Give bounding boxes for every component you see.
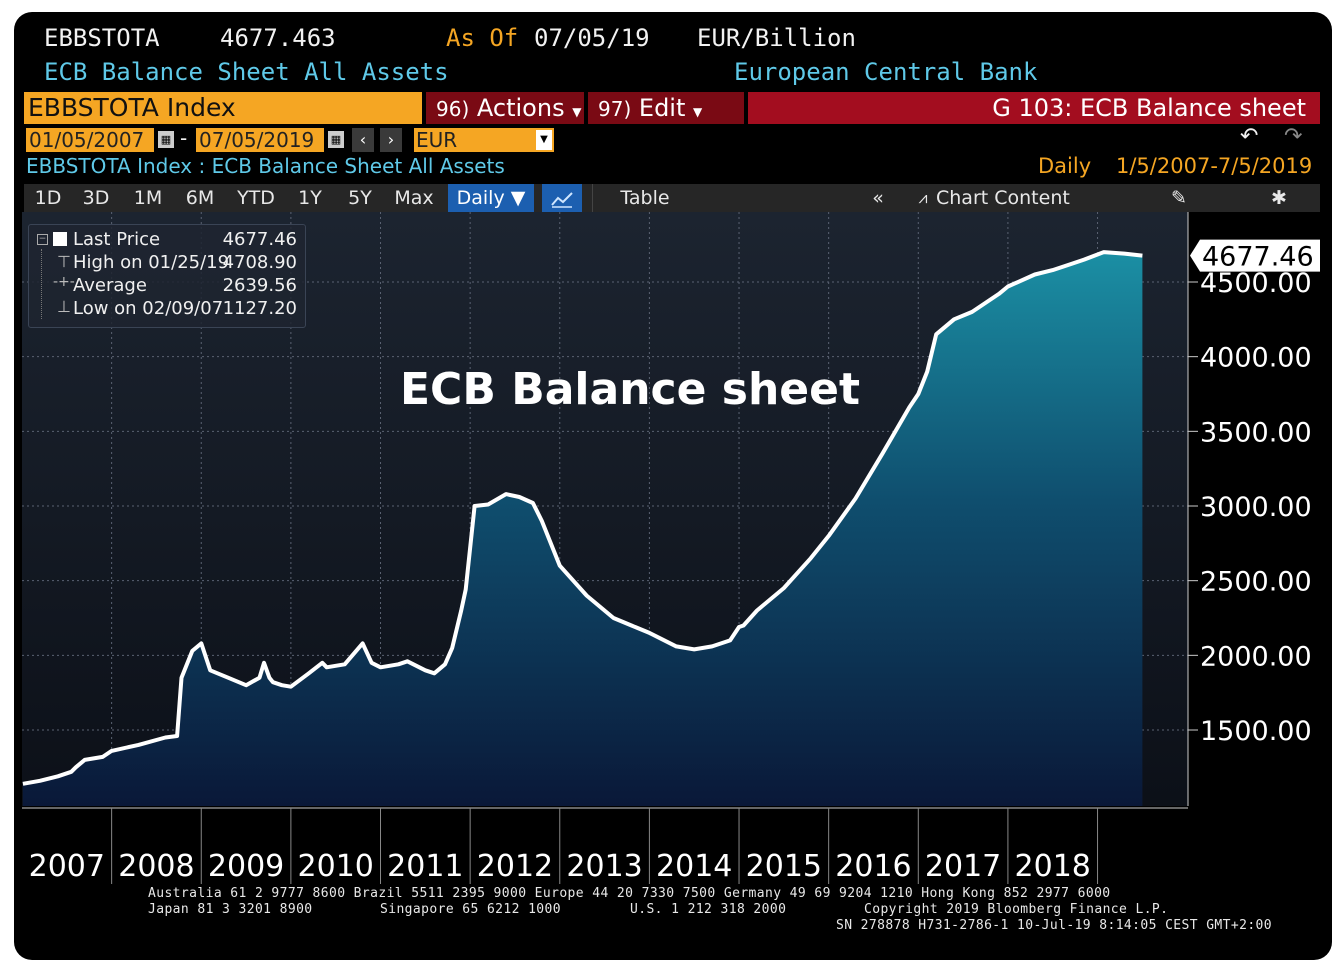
footer-copyright: Copyright 2019 Bloomberg Finance L.P. [864,902,1169,917]
series-description: ECB Balance Sheet All Assets [44,58,449,86]
x-tick-label: 2013 [566,849,642,884]
footer-contacts-us: U.S. 1 212 318 2000 [630,902,787,917]
command-bar: EBBSTOTA Index 96) Actions ▼ 97) Edit ▼ … [24,92,1320,124]
actions-label: Actions [476,94,565,122]
period-max-button[interactable]: Max [394,187,434,209]
chart-content-button[interactable]: Chart Content [936,187,1070,209]
footer-contacts-singapore: Singapore 65 6212 1000 [380,902,561,917]
start-date-field[interactable]: 01/05/2007 [26,128,154,152]
collapse-icon[interactable]: − [37,234,48,245]
average-marker-icon: -+- [53,274,75,290]
calendar-icon[interactable]: ▦ [328,131,344,148]
edit-label: Edit [638,94,686,122]
chart-subtitle: EBBSTOTA Index : ECB Balance Sheet All A… [26,154,505,178]
legend-label: Low on 02/09/07 [73,298,224,319]
collapse-left-icon[interactable]: « [872,187,884,209]
legend-value: 4677.46 [222,229,297,250]
date-separator: - [180,126,188,150]
period-3d-button[interactable]: 3D [82,187,110,209]
end-date-field[interactable]: 07/05/2019 [196,128,324,152]
y-tick-label: 3000.00 [1200,492,1312,523]
period-1m-button[interactable]: 1M [133,187,163,209]
line-chart-icon[interactable] [542,184,582,212]
x-tick-label: 2008 [118,849,194,884]
date-range-label: 1/5/2007-7/5/2019 [1116,154,1313,178]
footer-serial: SN 278878 H731-2786-1 10-Jul-19 8:14:05 … [836,918,1273,933]
source-label: European Central Bank [734,58,1038,86]
security-field[interactable]: EBBSTOTA Index [24,92,422,124]
y-tick-label: 2000.00 [1200,641,1312,672]
footer-contacts-line1: Australia 61 2 9777 8600 Brazil 5511 239… [148,886,1111,901]
as-of-date: 07/05/19 [534,24,650,52]
x-tick-label: 2011 [387,849,463,884]
x-tick-label: 2015 [746,849,822,884]
legend-connector [41,249,43,319]
edit-number: 97) [598,97,632,121]
period-5y-button[interactable]: 5Y [348,187,372,209]
gear-icon[interactable]: ✱ [1271,187,1287,209]
page-title: G 103: ECB Balance sheet [748,92,1320,124]
period-ytd-button[interactable]: YTD [237,187,275,209]
ticker-code: EBBSTOTA [44,24,160,52]
legend-label: Average [73,275,147,296]
caret-down-icon: ▼ [572,105,582,119]
low-marker-icon: ⊥ [57,297,71,316]
x-tick-label: 2012 [477,849,553,884]
caret-down-icon: ▼ [693,105,703,119]
x-tick-label: 2007 [29,849,105,884]
period-1d-button[interactable]: 1D [34,187,62,209]
x-axis: 2007 2008 2009 2010 2011 2012 2013 2014 2015 2016… [22,807,1188,884]
balance-line [22,250,1143,786]
as-of-label: As Of [446,24,519,52]
edit-menu-button[interactable]: 97) Edit ▼ [588,92,744,124]
x-tick-label: 2014 [656,849,732,884]
footer-contacts-japan: Japan 81 3 3201 8900 [148,902,313,917]
bloomberg-terminal-window: EBBSTOTA 4677.463 As Of 07/05/19 EUR/Bil… [14,12,1332,960]
legend-value: 4708.90 [222,252,297,273]
legend-value: 1127.20 [222,298,297,319]
legend-value: 2639.56 [222,275,297,296]
frequency-label: Daily [1038,154,1092,178]
y-tick-label: 4000.00 [1200,343,1312,374]
x-tick-label: 2009 [208,849,284,884]
period-6m-button[interactable]: 6M [185,187,215,209]
x-tick-label: 2016 [835,849,911,884]
actions-menu-button[interactable]: 96) Actions ▼ [426,92,584,124]
balance-area [22,252,1143,807]
x-tick-label: 2010 [298,849,374,884]
actions-number: 96) [436,97,470,121]
edit-annotation-icon[interactable]: ✎ [1171,187,1187,209]
chevron-left-icon[interactable]: ‹ [352,128,374,152]
chart-title: ECB Balance sheet [400,364,860,415]
y-tick-label: 4500.00 [1200,268,1312,299]
legend-label: Last Price [73,229,161,250]
x-tick-label: 2018 [1015,849,1091,884]
undo-icon[interactable]: ↶ [1240,124,1259,149]
period-1y-button[interactable]: 1Y [298,187,322,209]
y-tick-label: 3500.00 [1200,417,1312,448]
high-marker-icon: ⊤ [57,252,71,271]
currency-select[interactable]: EUR [414,128,554,152]
y-tick-label: 2500.00 [1200,567,1312,598]
chart-content-icon: ⩘ [918,188,928,207]
calendar-icon[interactable]: ▦ [158,131,174,148]
chevron-right-icon[interactable]: › [380,128,402,152]
frequency-dropdown[interactable]: Daily ▼ [448,184,534,212]
redo-icon[interactable]: ↷ [1284,124,1303,149]
last-value: 4677.463 [220,24,336,52]
legend-box: − Last Price 4677.46 ⊤ High on 01/25/19 … [28,224,306,328]
chart-toolbar: 1D 3D 1M 6M YTD 1Y 5Y Max Daily ▼ Table … [24,184,1320,212]
last-price-swatch [53,232,67,246]
caret-down-icon[interactable]: ▼ [536,130,552,150]
table-button[interactable]: Table [592,184,697,212]
last-price-tag-text: 4677.46 [1202,242,1314,273]
units-label: EUR/Billion [697,24,856,52]
y-tick-label: 1500.00 [1200,716,1312,747]
y-axis: 1500.00 2000.00 2500.00 3000.00 3500.00 4000.… [1187,212,1312,806]
x-tick-label: 2017 [925,849,1001,884]
last-price-tag: 4677.46 [1190,239,1320,273]
legend-label: High on 01/25/19 [73,252,230,273]
